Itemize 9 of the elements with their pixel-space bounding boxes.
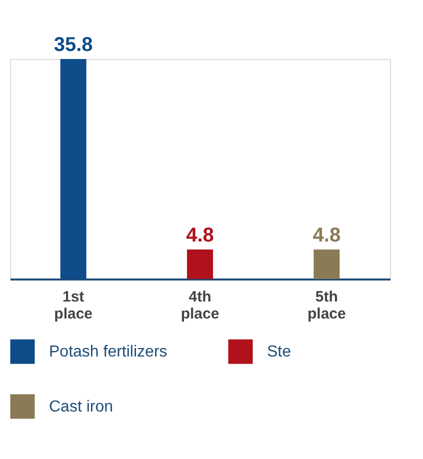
legend-label: Cast iron [49,398,114,416]
data-label: 4.8 [312,224,341,247]
data-label: 4.8 [186,224,214,247]
data-label: 35.8 [54,34,93,56]
x-tick-label: 4th place [180,288,220,322]
x-tick-label: 1st place [54,288,93,322]
legend-label: Potash fertilizers [49,344,168,361]
x-tick-label: 5th place [307,288,346,322]
legend-label: Ste [267,344,292,361]
